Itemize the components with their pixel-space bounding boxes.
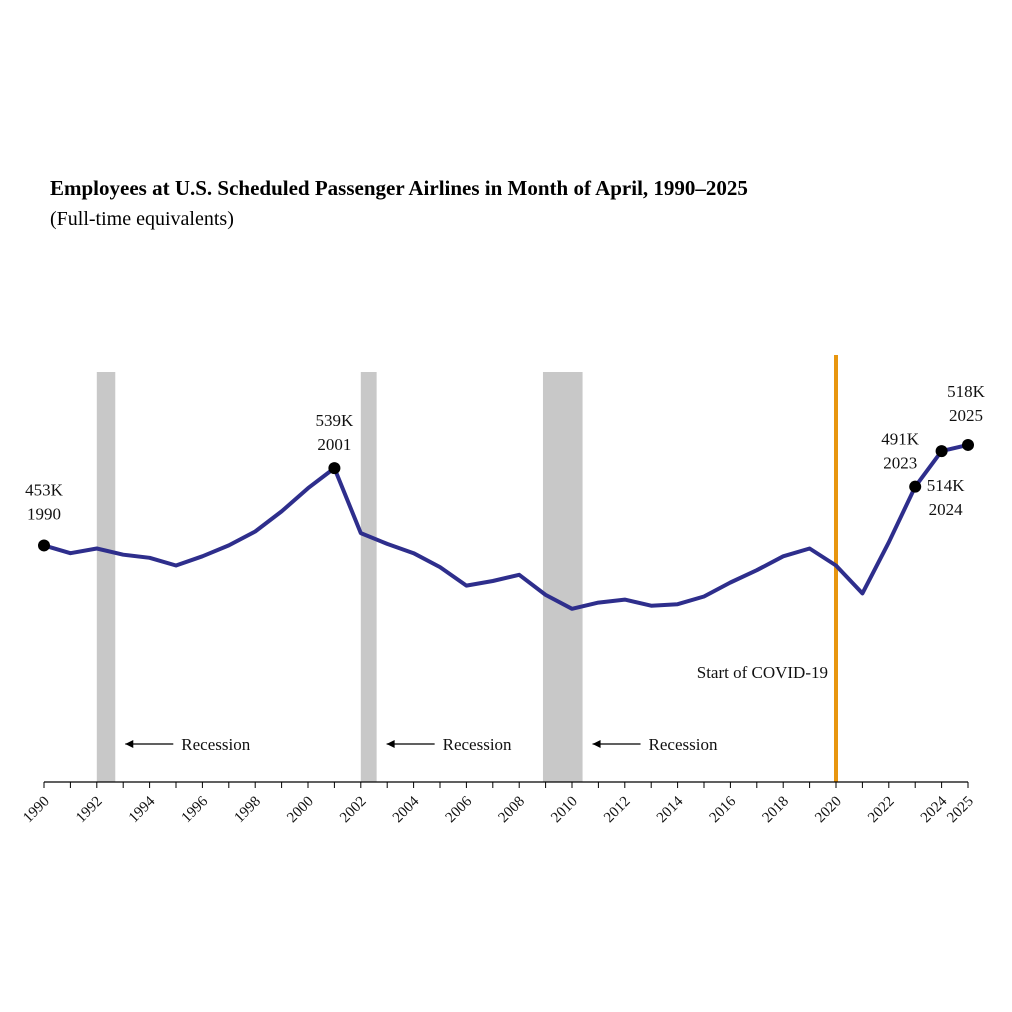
data-label-value: 518K [947, 382, 986, 401]
x-tick-label: 2024 [918, 793, 951, 826]
x-tick-label: 2002 [337, 794, 370, 827]
x-tick-label: 2022 [865, 794, 898, 827]
recession-arrowhead [386, 740, 395, 748]
x-tick-label: 2012 [601, 794, 634, 827]
data-label-value: 514K [927, 476, 966, 495]
x-tick-label: 1996 [179, 793, 212, 826]
data-point-marker [38, 539, 50, 552]
x-tick-label: 2000 [284, 794, 317, 827]
x-tick-label: 2018 [760, 794, 793, 827]
data-point-marker [962, 438, 974, 451]
recession-arrowhead [592, 740, 601, 748]
x-tick-label: 2008 [496, 794, 529, 827]
recession-band [542, 372, 583, 782]
data-label-year: 1990 [27, 504, 61, 523]
recession-band [360, 372, 377, 782]
recession-arrowhead [125, 740, 134, 748]
x-tick-label: 2010 [548, 794, 581, 827]
recession-label: Recession [181, 735, 250, 754]
chart-subtitle: (Full-time equivalents) [50, 208, 234, 230]
data-label-year: 2001 [317, 435, 351, 454]
x-tick-label: 1990 [20, 794, 53, 827]
data-point-marker [909, 480, 922, 493]
data-point-marker [935, 445, 948, 458]
data-label-value: 453K [25, 480, 64, 499]
x-tick-label: 2020 [812, 794, 845, 827]
x-tick-label: 2004 [390, 793, 423, 826]
data-label-year: 2023 [883, 454, 917, 473]
x-tick-label: 1998 [232, 794, 265, 827]
x-tick-label: 2014 [654, 793, 687, 826]
recession-label: Recession [443, 735, 512, 754]
x-tick-label: 1994 [126, 793, 159, 826]
data-label-year: 2024 [929, 500, 964, 519]
chart-title: Employees at U.S. Scheduled Passenger Ai… [50, 176, 748, 200]
covid-label: Start of COVID-19 [697, 663, 828, 682]
data-label-value: 491K [881, 430, 920, 449]
x-tick-label: 2025 [944, 794, 977, 827]
data-label-value: 539K [316, 411, 355, 430]
x-tick-label: 2016 [707, 793, 740, 826]
data-label-year: 2025 [949, 406, 983, 425]
x-tick-label: 2006 [443, 793, 476, 826]
data-point-marker [328, 462, 341, 475]
recession-label: Recession [649, 735, 718, 754]
x-tick-label: 1992 [73, 794, 106, 827]
series-line [42, 442, 970, 611]
recession-band [96, 372, 116, 782]
